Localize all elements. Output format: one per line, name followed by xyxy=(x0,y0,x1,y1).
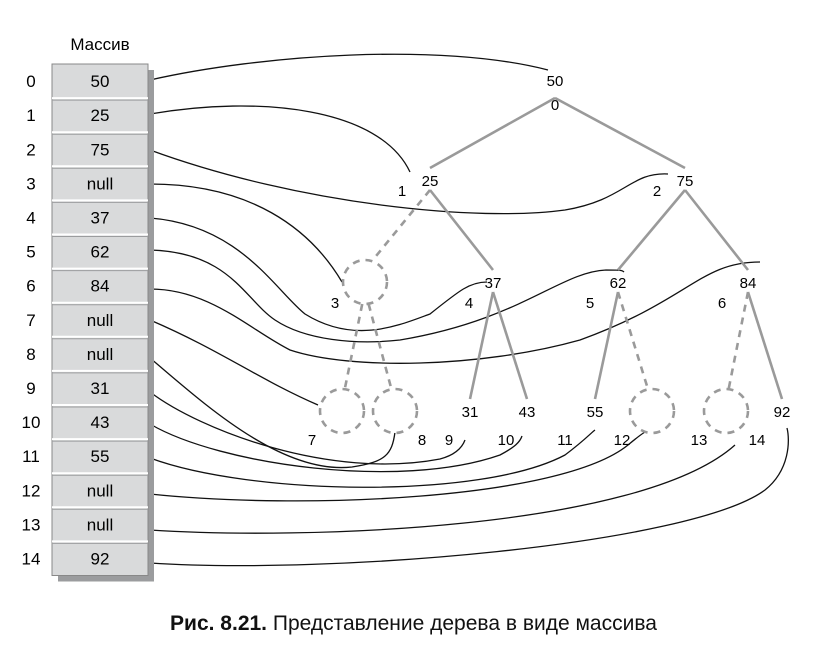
array-index: 1 xyxy=(26,106,35,125)
array-cell-value: 25 xyxy=(91,106,110,125)
array: Массив 0 50 1 25 2 75 3 null 4 37 5 62 6 84 7 null 8 null 9… xyxy=(22,35,154,582)
array-tree-connectors xyxy=(149,53,789,567)
tree-edge xyxy=(428,189,495,271)
tree-node-index: 3 xyxy=(331,295,339,312)
tree-node-value: 84 xyxy=(740,275,757,292)
array-cell-value: 50 xyxy=(91,72,110,91)
array-index: 6 xyxy=(26,277,35,296)
array-to-node-connector xyxy=(149,217,488,332)
array-cell-value: 62 xyxy=(91,243,110,262)
tree-edges xyxy=(343,96,784,400)
tree-node-index: 0 xyxy=(551,97,559,114)
tree-node-value: 50 xyxy=(547,73,564,90)
empty-node-circle xyxy=(628,387,676,435)
tree-node-index: 12 xyxy=(614,432,631,449)
tree-edge xyxy=(554,96,686,170)
array-index: 3 xyxy=(26,174,35,193)
array-to-node-connector xyxy=(149,249,625,343)
array-index: 12 xyxy=(22,481,41,500)
tree-node-index: 5 xyxy=(586,295,594,312)
array-to-node-connector xyxy=(149,427,789,567)
tree-edge xyxy=(491,291,529,400)
tree-node-value: 43 xyxy=(519,404,536,421)
array-cell-value: null xyxy=(87,481,113,500)
empty-node-circle xyxy=(371,387,419,435)
array-to-node-connector xyxy=(149,183,343,283)
tree-edge xyxy=(371,189,432,261)
array-to-node-connector xyxy=(149,429,596,488)
array-body xyxy=(51,63,149,576)
empty-node-circle xyxy=(318,387,366,435)
tree-edge xyxy=(617,189,686,271)
tree-node-value: 55 xyxy=(587,404,604,421)
tree-edge xyxy=(683,189,750,271)
tree-node-value: 62 xyxy=(610,275,627,292)
array-to-node-connector xyxy=(149,149,669,215)
empty-node-circle xyxy=(702,387,750,435)
tree-node-index: 7 xyxy=(308,432,316,449)
array-cell-value: 84 xyxy=(91,277,110,296)
figure-caption: Рис. 8.21. Представление дерева в виде м… xyxy=(0,612,827,636)
caption-label: Рис. 8.21. xyxy=(170,612,268,635)
array-index: 5 xyxy=(26,243,35,262)
array-cell-value: null xyxy=(87,311,113,330)
tree-edge xyxy=(468,291,495,400)
tree-edge xyxy=(429,96,556,170)
caption-text: Представление дерева в виде массива xyxy=(272,612,657,635)
array-to-node-connector xyxy=(149,357,396,469)
tree-node-index: 9 xyxy=(445,432,453,449)
tree-node-index: 13 xyxy=(691,432,708,449)
tree-edge xyxy=(593,291,620,400)
array-cell-value: 31 xyxy=(91,379,110,398)
tree-node-index: 1 xyxy=(398,183,406,200)
tree-node-index: 2 xyxy=(653,183,661,200)
array-cell-value: 37 xyxy=(91,208,110,227)
array-index: 13 xyxy=(22,515,41,534)
array-cell-value: 55 xyxy=(91,447,110,466)
tree-edge xyxy=(746,291,784,400)
array-to-node-connector xyxy=(149,431,646,502)
array-index: 14 xyxy=(22,549,41,568)
array-title: Массив xyxy=(70,35,129,54)
array-cell-value: 92 xyxy=(91,549,110,568)
array-index: 8 xyxy=(26,345,35,364)
tree-node-value: 75 xyxy=(677,173,694,190)
empty-node-circle xyxy=(341,258,389,306)
array-index: 11 xyxy=(22,447,40,466)
array-cell-value: null xyxy=(87,345,113,364)
array-to-node-connector xyxy=(149,319,319,406)
tree-node-value: 31 xyxy=(462,404,479,421)
tree-edge xyxy=(727,291,750,390)
array-index: 2 xyxy=(26,140,35,159)
tree-node-index: 14 xyxy=(749,432,766,449)
array-to-node-connector xyxy=(149,53,549,81)
tree-node-index: 11 xyxy=(557,432,573,449)
array-index: 9 xyxy=(26,379,35,398)
array-to-node-connector xyxy=(149,105,411,173)
array-to-node-connector xyxy=(149,444,736,534)
array-to-node-connector xyxy=(149,261,761,364)
tree-node-value: 92 xyxy=(774,404,791,421)
array-cell-value: 43 xyxy=(91,413,110,432)
array-index: 10 xyxy=(22,413,41,432)
tree-node-value: 37 xyxy=(485,275,502,292)
tree-node-index: 10 xyxy=(498,432,515,449)
array-index: 7 xyxy=(26,311,35,330)
tree-node-index: 8 xyxy=(418,432,426,449)
tree-edge xyxy=(616,291,650,390)
array-cell-value: null xyxy=(87,174,113,193)
array-index: 4 xyxy=(26,208,35,227)
array-cell-value: 75 xyxy=(91,140,110,159)
tree-edge xyxy=(343,303,364,390)
array-to-node-connector xyxy=(149,391,466,465)
array-to-node-connector xyxy=(149,423,523,473)
array-cell-value: null xyxy=(87,515,113,534)
tree-edge xyxy=(367,303,393,390)
tree-node-index: 4 xyxy=(465,295,473,312)
tree-node-index: 6 xyxy=(718,295,726,312)
array-index: 0 xyxy=(26,72,35,91)
tree-node-value: 25 xyxy=(422,173,439,190)
